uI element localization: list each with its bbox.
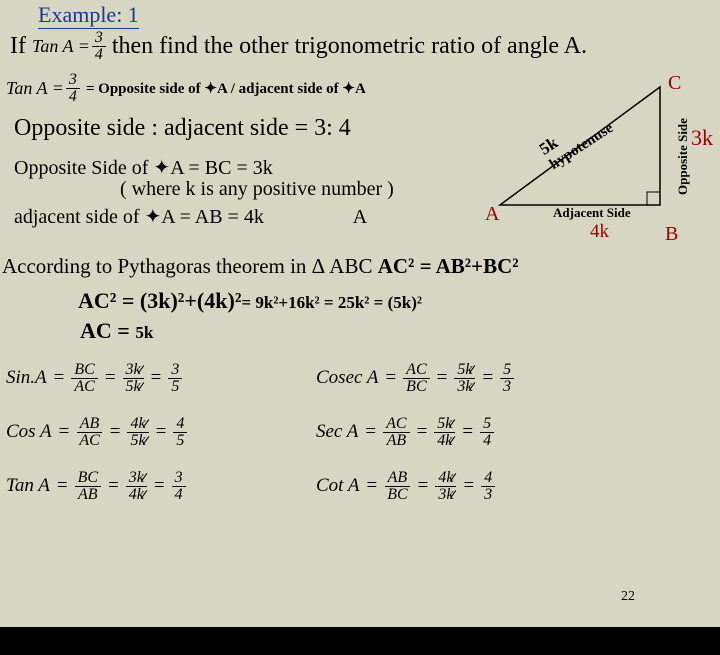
ratio-line: Opposite side : adjacent side = 3: 4 — [14, 115, 351, 142]
ratio-row: Sin.A=BCAC=3k5k=35 Cosec A=ACBC=5k3k=53 — [6, 354, 714, 402]
tan-den: 4 — [92, 47, 106, 63]
calc-line: AC² = (3k)²+(4k)² = 9k²+16k² = 25k² = (5… — [78, 288, 422, 314]
ratio-left: Sin.A=BCAC=3k5k=35 — [6, 362, 306, 395]
threek: 3k — [691, 125, 713, 151]
triangle-diagram: C A B 5k hypotenuse Opposite Side 3k Adj… — [495, 75, 695, 235]
if-text: If — [10, 33, 26, 60]
ac-rhs: 5k — [135, 323, 153, 342]
adj-ab-text: adjacent side of ✦A = AB = 4k — [14, 206, 264, 228]
vertex-A-inline: A — [353, 206, 367, 228]
ratio-row: Cos A=ABAC=4k5k=45 Sec A=ACAB=5k4k=54 — [6, 408, 714, 456]
ratio-right: Cot A=ABBC=4k3k=43 — [316, 470, 497, 503]
bottom-bar — [0, 627, 720, 655]
vertex-B: B — [665, 223, 678, 246]
calc-lhs: AC² = (3k)²+(4k)² — [78, 288, 241, 314]
adjacent-ab: adjacent side of ✦A = AB = 4k A — [14, 204, 367, 229]
then-text: then find the other trigonometric ratio … — [112, 33, 587, 60]
pythagoras-line: According to Pythagoras theorem in Δ ABC… — [2, 254, 519, 279]
problem-statement: If Tan A = 3 4 then find the other trigo… — [10, 30, 587, 63]
tanA-lhs: Tan A = — [6, 78, 64, 99]
tan-formula: Tan A = 3 4 — [32, 30, 108, 63]
tanA-frac: 3 4 — [66, 72, 80, 105]
example-header: Example: 1 — [38, 2, 139, 29]
opposite-side-label: Opposite Side — [675, 118, 691, 195]
tan-fraction: 3 4 — [92, 30, 106, 63]
ratio-left: Tan A=BCAB=3k4k=34 — [6, 470, 306, 503]
tanA-den: 4 — [66, 89, 80, 105]
tanA-num: 3 — [66, 72, 80, 89]
pythag-eq: AC² = AB²+BC² — [378, 254, 519, 278]
tan-lhs: Tan A = — [32, 36, 90, 57]
ratio-right: Cosec A=ACBC=5k3k=53 — [316, 362, 516, 395]
tan-num: 3 — [92, 30, 106, 47]
vertex-C: C — [668, 72, 681, 95]
where-k: ( where k is any positive number ) — [120, 178, 394, 201]
ratio-right: Sec A=ACAB=5k4k=54 — [316, 416, 496, 449]
ratio-row: Tan A=BCAB=3k4k=34 Cot A=ABBC=4k3k=43 — [6, 462, 714, 510]
fourk: 4k — [590, 221, 609, 243]
adjacent-side-label: Adjacent Side — [553, 205, 631, 221]
calc-rhs: = 9k²+16k² = 25k² = (5k)² — [241, 293, 422, 313]
vertex-A: A — [485, 203, 499, 226]
tanA-definition-text: = Opposite side of ✦A / adjacent side of… — [86, 79, 366, 98]
ac-final: AC = 5k — [80, 318, 153, 344]
pythag-text: According to Pythagoras theorem in Δ ABC — [2, 254, 378, 278]
ac-lhs: AC = — [80, 318, 135, 343]
tan-definition: Tan A = 3 4 = Opposite side of ✦A / adja… — [6, 72, 366, 105]
opposite-bc: Opposite Side of ✦A = BC = 3k — [14, 155, 273, 180]
page-number: 22 — [621, 589, 635, 605]
ratio-table: Sin.A=BCAC=3k5k=35 Cosec A=ACBC=5k3k=53 Co… — [6, 354, 714, 516]
ratio-left: Cos A=ABAC=4k5k=45 — [6, 416, 306, 449]
